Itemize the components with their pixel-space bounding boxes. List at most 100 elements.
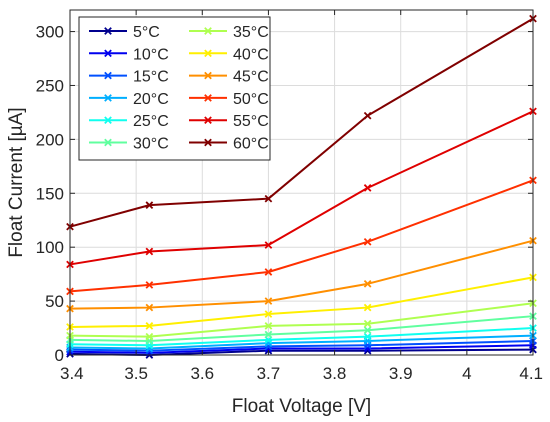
y-tick-label: 100: [36, 238, 64, 257]
x-tick-label: 3.7: [257, 364, 281, 383]
data-point: [363, 332, 372, 341]
y-tick-label: 150: [36, 184, 64, 203]
legend-entry: 55°C: [189, 113, 269, 130]
x-tick-label: 3.5: [124, 364, 148, 383]
legend-box: [78, 16, 271, 161]
marker-stroke: [264, 268, 273, 276]
marker-stroke: [264, 310, 273, 318]
marker-stroke: [104, 116, 112, 125]
legend-entry: 60°C: [189, 136, 269, 153]
legend-marker: [204, 71, 212, 80]
legend-marker: [104, 138, 112, 147]
marker-stroke: [145, 322, 154, 330]
data-point: [264, 310, 273, 318]
legend-entry: 50°C: [189, 91, 269, 108]
data-point: [363, 237, 372, 246]
x-tick-label: 4: [462, 364, 471, 383]
marker-stroke: [104, 94, 112, 102]
legend-entry: 35°C: [189, 24, 269, 41]
x-tick-label: 3.9: [389, 364, 413, 383]
legend-marker: [204, 27, 212, 35]
marker-stroke: [145, 303, 154, 312]
legend-marker: [204, 49, 212, 58]
data-point: [264, 322, 273, 330]
data-point: [145, 303, 154, 312]
data-point: [363, 280, 372, 288]
marker-stroke: [204, 138, 212, 147]
marker-stroke: [363, 237, 372, 246]
data-point: [145, 281, 154, 289]
legend-entry: 15°C: [89, 69, 169, 86]
marker-stroke: [204, 27, 212, 35]
y-tick-label: 200: [36, 130, 64, 149]
legend-label: 40°C: [233, 46, 269, 63]
legend-entry: 25°C: [89, 113, 169, 130]
x-tick-label: 3.4: [60, 364, 84, 383]
y-tick-label: 300: [36, 23, 64, 42]
legend-label: 20°C: [133, 91, 169, 108]
data-point: [264, 330, 273, 339]
data-point: [264, 241, 273, 249]
legend-entry: 20°C: [89, 91, 169, 108]
marker-stroke: [264, 297, 273, 305]
legend-entry: 10°C: [89, 46, 169, 63]
legend-label: 45°C: [233, 69, 269, 86]
legend-label: 35°C: [233, 24, 269, 41]
x-tick-label: 3.8: [323, 364, 347, 383]
data-point: [363, 184, 372, 192]
legend-label: 50°C: [233, 91, 269, 108]
marker-stroke: [204, 49, 212, 58]
marker-stroke: [104, 27, 112, 35]
marker-stroke: [204, 71, 212, 80]
marker-stroke: [264, 330, 273, 339]
data-point: [363, 303, 372, 312]
y-tick-label: 250: [36, 76, 64, 95]
legend-label: 55°C: [233, 113, 269, 130]
legend-entry: 5°C: [89, 24, 160, 41]
legend-marker: [104, 94, 112, 102]
legend-entry: 40°C: [189, 46, 269, 63]
y-axis-label: Float Current [µA]: [6, 107, 27, 257]
data-point: [264, 297, 273, 305]
legend-label: 30°C: [133, 136, 169, 153]
legend-label: 15°C: [133, 69, 169, 86]
y-tick-label: 50: [45, 292, 64, 311]
legend-label: 60°C: [233, 136, 269, 153]
marker-stroke: [145, 332, 154, 341]
legend-entry: 30°C: [89, 136, 169, 153]
legend-label: 25°C: [133, 113, 169, 130]
legend-label: 10°C: [133, 46, 169, 63]
x-tick-label: 3.6: [190, 364, 214, 383]
data-point: [145, 322, 154, 330]
legend-label: 5°C: [133, 24, 160, 41]
marker-stroke: [363, 111, 372, 120]
marker-stroke: [145, 201, 154, 209]
plot-frame: [69, 9, 534, 356]
y-tick-label: 0: [55, 346, 64, 365]
legend-entry: 45°C: [189, 69, 269, 86]
x-axis-label: Float Voltage [V]: [232, 396, 371, 417]
x-tick-label: 4.1: [519, 364, 543, 383]
legend-marker: [204, 116, 212, 125]
marker-stroke: [104, 71, 112, 80]
marker-stroke: [104, 49, 112, 58]
marker-stroke: [363, 184, 372, 192]
data-point: [264, 268, 273, 276]
marker-stroke: [363, 280, 372, 288]
marker-stroke: [264, 241, 273, 249]
data-point: [145, 201, 154, 209]
data-point: [264, 194, 273, 203]
marker-stroke: [363, 326, 372, 335]
marker-stroke: [145, 247, 154, 256]
legend: 5°C 10°C 15°C 20°C 25°C 30°C 35°C 40°C 45°C 50°C 5…: [78, 16, 271, 161]
marker-stroke: [264, 322, 273, 330]
data-point: [145, 332, 154, 341]
marker-stroke: [145, 281, 154, 289]
marker-stroke: [264, 194, 273, 203]
marker-stroke: [104, 138, 112, 147]
marker-stroke: [204, 116, 212, 125]
legend-marker: [104, 116, 112, 125]
marker-stroke: [204, 94, 212, 102]
